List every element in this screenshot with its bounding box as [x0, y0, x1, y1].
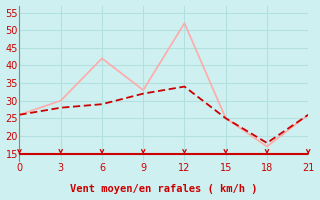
X-axis label: Vent moyen/en rafales ( km/h ): Vent moyen/en rafales ( km/h ): [70, 184, 258, 194]
